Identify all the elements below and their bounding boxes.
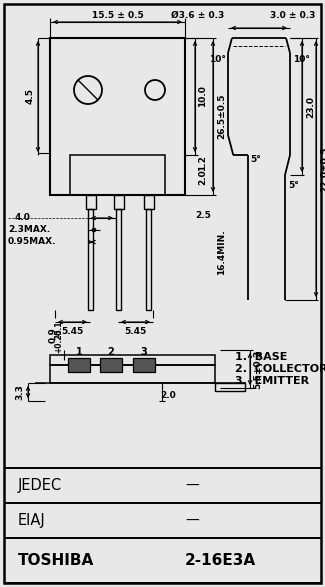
Bar [133, 358, 155, 372]
Text: 0.9: 0.9 [48, 327, 58, 343]
Text: —: — [185, 478, 199, 492]
Bar [146, 209, 151, 310]
Text: 5°: 5° [250, 154, 261, 164]
Text: 4.5: 4.5 [25, 89, 34, 104]
Text: 5.45: 5.45 [61, 326, 83, 336]
Text: 2: 2 [108, 347, 114, 357]
Text: Ø3.6 ± 0.3: Ø3.6 ± 0.3 [171, 11, 225, 19]
Bar [50, 355, 215, 365]
Text: 1: 1 [76, 347, 82, 357]
Text: 5°: 5° [288, 180, 299, 190]
Text: 4.0: 4.0 [15, 214, 31, 222]
Text: 10°: 10° [293, 56, 310, 65]
Bar [116, 209, 121, 310]
Text: 15.5 ± 0.5: 15.5 ± 0.5 [92, 11, 143, 19]
Text: 3: 3 [141, 347, 147, 357]
Text: 2.5: 2.5 [195, 211, 211, 220]
Text: JEDEC: JEDEC [18, 478, 62, 493]
Text: 10.0: 10.0 [199, 86, 207, 107]
Text: TOSHIBA: TOSHIBA [18, 553, 94, 568]
Text: 5.5±0.3: 5.5±0.3 [254, 349, 263, 389]
Text: 10°: 10° [209, 56, 226, 65]
Text: 3.0 ± 0.3: 3.0 ± 0.3 [270, 11, 316, 19]
Bar [114, 195, 124, 209]
Text: +0.25: +0.25 [55, 329, 63, 353]
Text: 22.0±0.5: 22.0±0.5 [320, 146, 325, 192]
Bar [70, 155, 165, 195]
Text: 2.  COLLECTOR: 2. COLLECTOR [235, 364, 325, 374]
Text: 16.4MIN.: 16.4MIN. [217, 230, 227, 275]
Text: 2.0: 2.0 [160, 390, 176, 400]
Text: 0.95MAX.: 0.95MAX. [8, 238, 57, 247]
Text: 3.  EMITTER: 3. EMITTER [235, 376, 309, 386]
Bar [50, 38, 185, 195]
Text: EIAJ: EIAJ [18, 513, 46, 528]
Text: 5.45: 5.45 [124, 326, 146, 336]
Text: 1.  BASE: 1. BASE [235, 352, 287, 362]
Bar [88, 209, 93, 310]
Bar [144, 195, 154, 209]
Text: 2.0: 2.0 [199, 169, 207, 185]
Text: -0.1: -0.1 [55, 321, 63, 338]
Text: 2.3MAX.: 2.3MAX. [8, 225, 50, 234]
Text: 1.2: 1.2 [199, 155, 207, 171]
Bar [86, 195, 96, 209]
Text: 3.3: 3.3 [16, 384, 24, 400]
Bar [215, 383, 245, 391]
Bar [100, 358, 122, 372]
Bar [68, 358, 90, 372]
Text: 2-16E3A: 2-16E3A [185, 553, 256, 568]
Text: —: — [185, 514, 199, 528]
Text: 26.5±0.5: 26.5±0.5 [217, 94, 227, 139]
Text: 23.0: 23.0 [306, 96, 316, 117]
Bar [50, 365, 215, 383]
